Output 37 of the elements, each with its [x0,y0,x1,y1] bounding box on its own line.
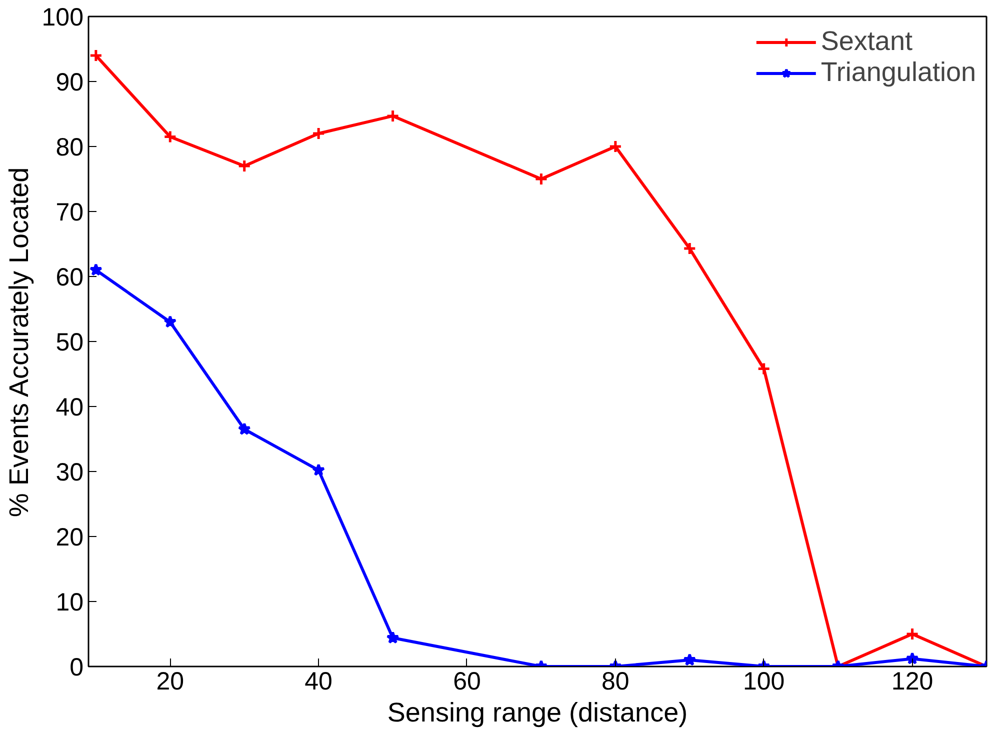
y-tick-label: 50 [56,328,84,356]
x-tick-label: 100 [743,668,785,696]
point [386,109,400,123]
point [906,627,920,641]
legend-label: Triangulation [820,57,976,88]
x-tick-label: 40 [304,668,332,696]
x-tick-label: 120 [891,668,934,696]
point [683,653,696,666]
y-tick-label: 70 [56,198,84,226]
legend-label: Sextant [820,26,912,57]
y-tick-label: 10 [56,588,84,616]
point [608,140,622,154]
y-tick-label: 80 [56,134,84,162]
y-axis-title: % Events Accurately Located [4,167,34,518]
x-tick-label: 20 [156,668,184,696]
point [312,126,326,140]
point [89,263,102,276]
point [682,242,696,256]
y-tick-label: 100 [42,4,84,32]
point [312,463,326,476]
point [534,172,548,186]
y-tick-label: 30 [56,458,84,486]
point [164,315,177,328]
y-tick-label: 90 [56,68,84,96]
y-tick-label: 40 [56,394,84,422]
point [89,48,103,62]
y-tick-label: 60 [56,264,84,292]
x-tick-label: 80 [602,668,630,696]
y-tick-label: 0 [70,654,84,682]
x-tick-label: 60 [453,668,481,696]
y-tick-label: 20 [56,524,84,552]
x-axis-title: Sensing range (distance) [387,698,688,728]
point [757,362,771,376]
point [238,422,251,435]
point [238,159,252,173]
point [163,130,177,144]
point [386,631,400,644]
